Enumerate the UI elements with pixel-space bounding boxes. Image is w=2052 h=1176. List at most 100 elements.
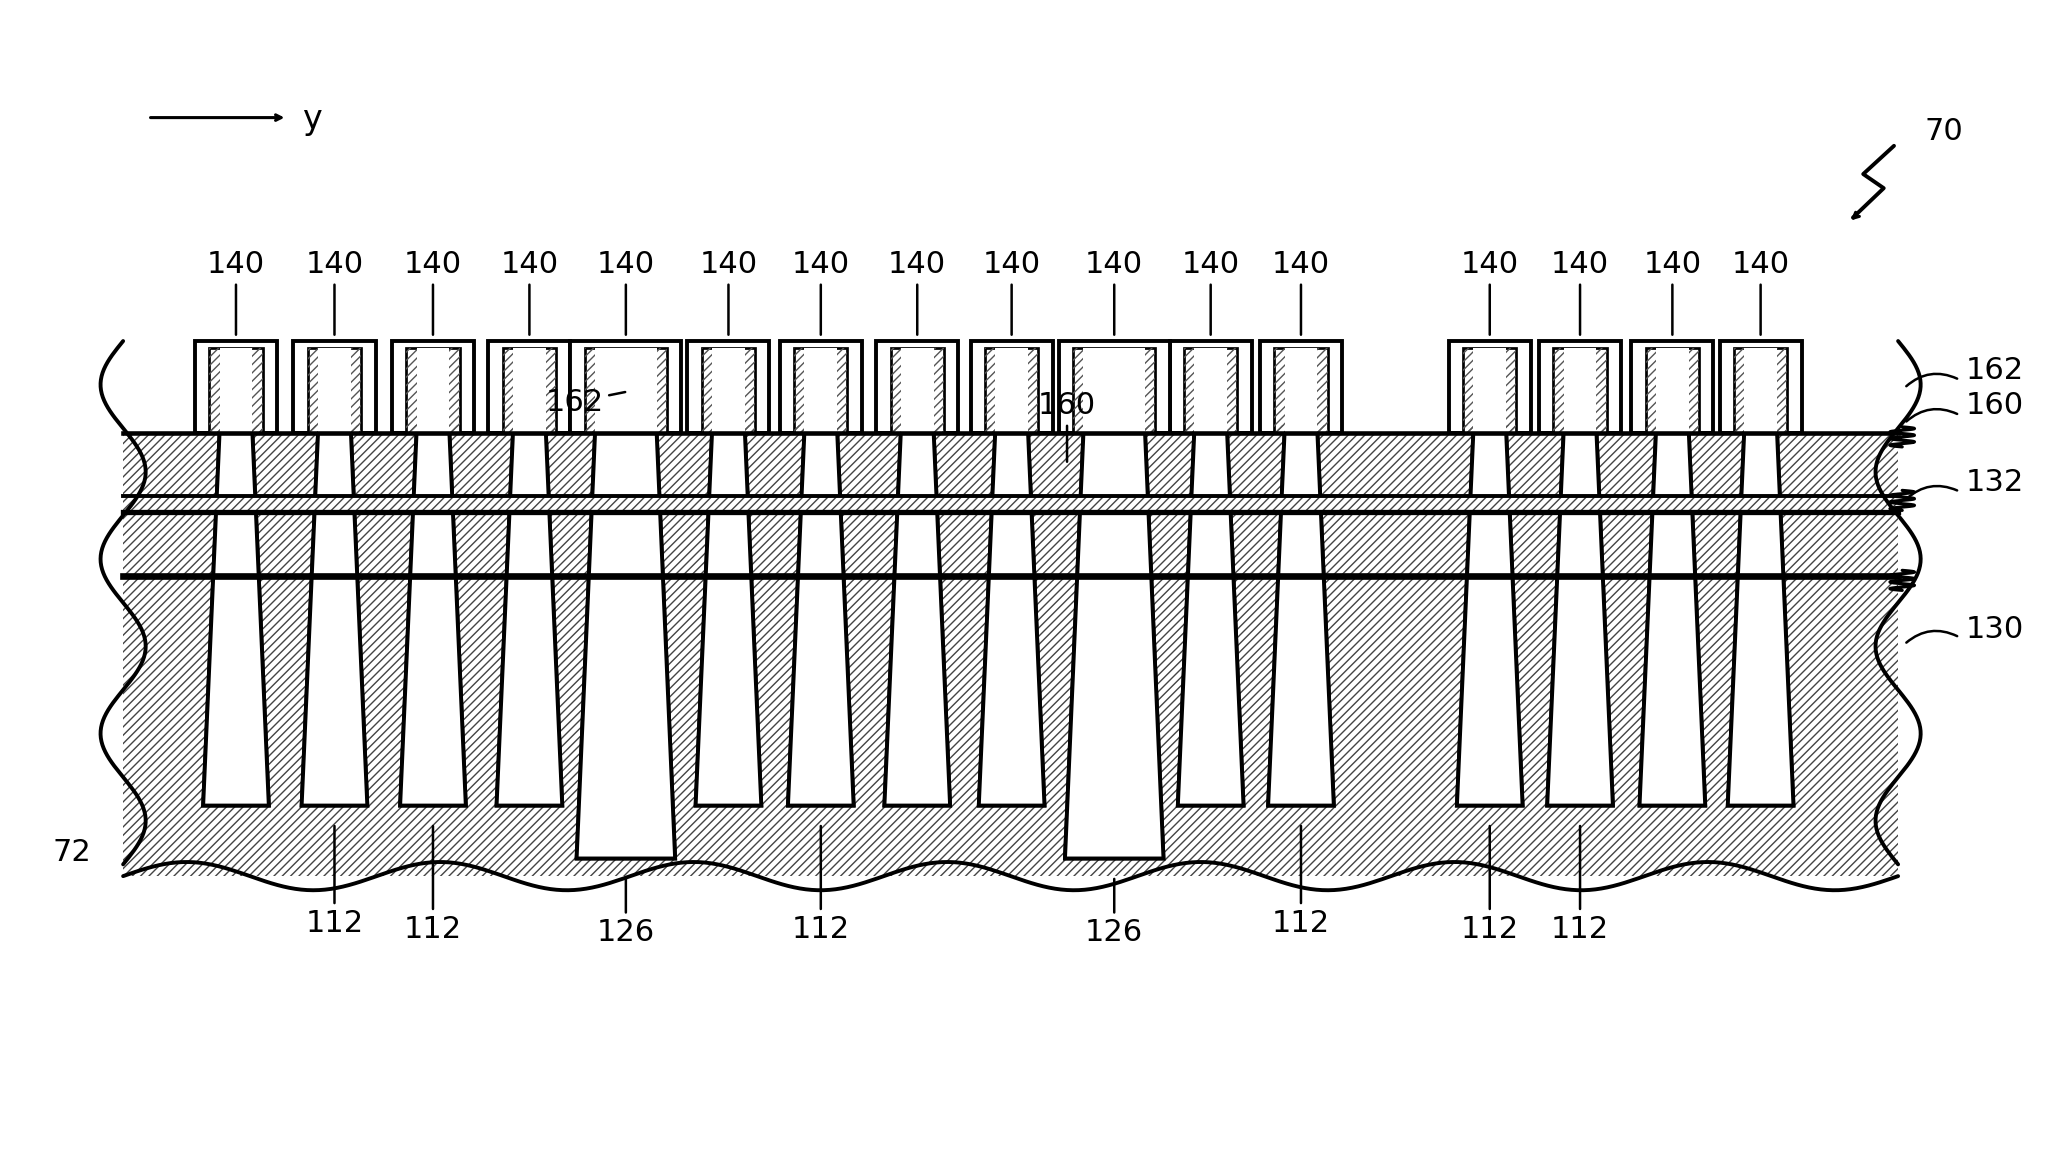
Bar [417,348,449,433]
Polygon shape [302,496,367,806]
Bar [985,426,1038,433]
Bar [123,496,1898,512]
Polygon shape [979,496,1044,806]
Text: 112: 112 [1551,826,1609,943]
Text: 126: 126 [1086,878,1143,947]
Polygon shape [979,433,1044,806]
Polygon shape [302,433,367,806]
Polygon shape [1640,433,1705,806]
Bar [837,348,847,433]
Text: y: y [302,103,322,136]
Polygon shape [788,433,854,806]
Text: 140: 140 [1461,250,1518,335]
Polygon shape [1457,496,1523,806]
Bar [449,348,460,433]
Bar [1260,341,1342,433]
Bar [1596,348,1607,433]
Polygon shape [497,433,562,806]
Text: 162: 162 [1966,356,2023,385]
Text: 132: 132 [1966,468,2023,496]
Text: 140: 140 [889,250,946,335]
Bar [1463,348,1516,433]
Text: 162: 162 [546,388,626,416]
Bar [1227,348,1237,433]
Bar [293,341,376,433]
Polygon shape [884,433,950,806]
Bar [406,348,417,433]
Text: 112: 112 [792,826,850,943]
Bar [123,512,1898,876]
Bar [985,348,995,433]
Text: 130: 130 [1966,615,2023,643]
Bar [1734,426,1787,433]
Polygon shape [203,496,269,806]
Polygon shape [1547,433,1613,806]
Bar [195,341,277,433]
Bar [318,348,351,433]
Polygon shape [1178,433,1244,806]
Bar [406,348,460,433]
Text: 140: 140 [597,250,655,335]
Polygon shape [1547,433,1613,806]
Bar [1734,348,1744,433]
Bar [1073,348,1155,433]
Bar [351,348,361,433]
Polygon shape [400,496,466,806]
Text: 140: 140 [207,250,265,335]
Text: 140: 140 [404,250,462,335]
Bar [1473,348,1506,433]
Polygon shape [696,433,761,806]
Bar [1463,426,1516,433]
Bar [891,426,944,433]
Text: 126: 126 [597,878,655,947]
Bar [503,348,556,433]
Bar [891,348,901,433]
Bar [1463,348,1473,433]
Bar [1184,348,1194,433]
Bar [209,348,220,433]
Bar [702,348,712,433]
Bar [209,348,263,433]
Bar [794,348,847,433]
Polygon shape [788,433,854,806]
Bar [570,341,681,433]
Bar [1689,348,1699,433]
Polygon shape [1268,496,1334,806]
Bar [1553,348,1607,433]
Bar [1073,426,1155,433]
Bar [1539,341,1621,433]
Bar [1656,348,1689,433]
Polygon shape [1065,433,1163,858]
Bar [1194,348,1227,433]
Bar [1145,348,1155,433]
Polygon shape [577,433,675,858]
Polygon shape [203,433,269,806]
Bar [1506,348,1516,433]
Text: 140: 140 [1732,250,1789,335]
Polygon shape [1728,433,1793,806]
Bar [488,341,570,433]
Polygon shape [1728,433,1793,806]
Text: 140: 140 [501,250,558,335]
Bar [780,341,862,433]
Bar [702,426,755,433]
Bar [1734,348,1787,433]
Polygon shape [1178,496,1244,806]
Text: 140: 140 [983,250,1040,335]
Bar [702,348,755,433]
Bar [1274,426,1328,433]
Bar [392,341,474,433]
Bar [1184,348,1237,433]
Bar [1646,348,1656,433]
Polygon shape [884,496,950,806]
Polygon shape [1065,496,1163,858]
Bar [1028,348,1038,433]
Polygon shape [1640,433,1705,806]
Bar [804,348,837,433]
Bar [123,496,1898,512]
Bar [1184,426,1237,433]
Bar [1059,341,1170,433]
Bar [123,433,1898,496]
Bar [1777,348,1787,433]
Polygon shape [497,433,562,806]
